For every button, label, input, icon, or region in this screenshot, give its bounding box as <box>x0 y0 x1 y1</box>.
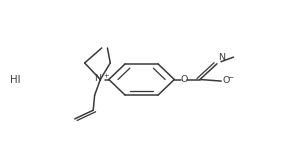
Text: HI: HI <box>10 75 21 84</box>
Text: O: O <box>180 75 187 84</box>
Text: +: + <box>103 73 108 79</box>
Text: O: O <box>222 76 229 85</box>
Text: N: N <box>94 74 101 83</box>
Text: −: − <box>227 75 233 81</box>
Text: N: N <box>218 53 225 62</box>
